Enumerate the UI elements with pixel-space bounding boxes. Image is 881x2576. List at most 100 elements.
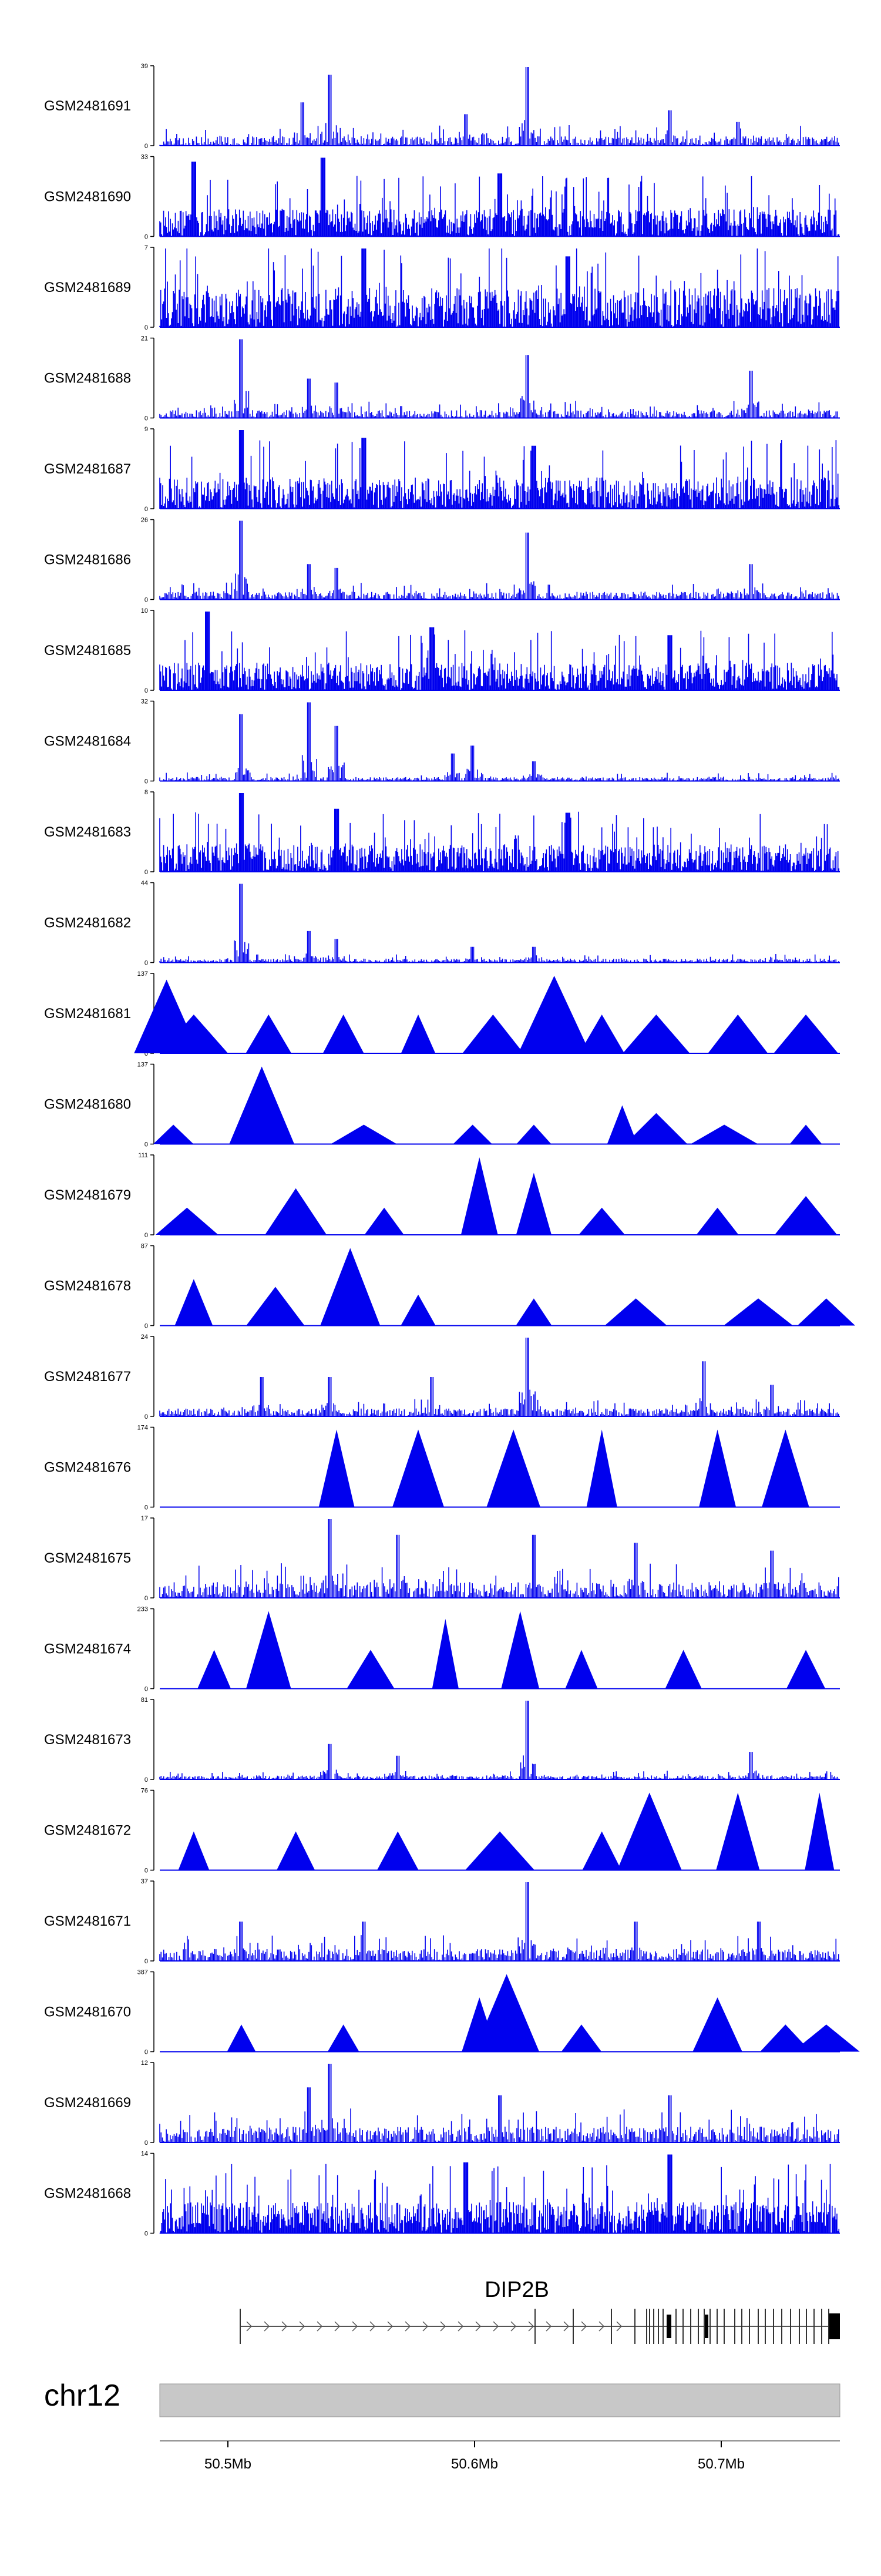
track-label: GSM2481677 xyxy=(44,1369,131,1385)
signal-peak xyxy=(322,1015,364,1053)
signal-bars xyxy=(159,1519,839,1598)
y-axis-max-label: 10 xyxy=(141,607,148,614)
track-label: GSM2481670 xyxy=(44,2004,131,2020)
signal-peak xyxy=(159,1015,228,1053)
track-GSM2481679: GSM2481679 111 0 xyxy=(44,1152,840,1239)
gene-exon xyxy=(534,2309,536,2344)
y-axis-min-label: 0 xyxy=(144,597,148,604)
chromosome-ideogram: chr12 xyxy=(44,2379,840,2417)
signal-peak xyxy=(797,1298,856,1326)
track-label: GSM2481684 xyxy=(44,734,131,750)
y-axis-max-label: 81 xyxy=(141,1697,148,1704)
track-label: GSM2481679 xyxy=(44,1187,131,1203)
gene-exon xyxy=(709,2309,711,2344)
track-GSM2481681: GSM2481681 137 0 xyxy=(44,970,840,1057)
track-label: GSM2481689 xyxy=(44,280,131,295)
track-label: GSM2481682 xyxy=(44,915,131,931)
signal-bars xyxy=(159,1882,839,1961)
y-axis-min-label: 0 xyxy=(144,415,148,422)
signal-peak xyxy=(227,2024,256,2052)
gene-exon xyxy=(634,2309,635,2344)
strand-arrow-icon xyxy=(246,2321,253,2332)
strand-arrow-icon xyxy=(598,2321,605,2332)
y-axis-min-label: 0 xyxy=(144,1686,148,1693)
signal-peak xyxy=(392,1429,444,1507)
track-GSM2481668: GSM2481668 14 0 xyxy=(44,2151,840,2238)
signal-peak xyxy=(153,1124,194,1144)
gene-exon xyxy=(649,2309,650,2344)
gene-exon xyxy=(806,2309,807,2344)
track-label: GSM2481687 xyxy=(44,461,131,477)
signal-peak xyxy=(692,1997,742,2052)
y-axis-min-label: 0 xyxy=(144,1776,148,1784)
strand-arrow-icon xyxy=(581,2321,587,2332)
track-GSM2481689: GSM2481689 7 0 xyxy=(44,244,840,331)
y-axis-max-label: 111 xyxy=(138,1152,148,1159)
signal-peak xyxy=(155,1207,218,1235)
strand-arrow-icon xyxy=(510,2321,517,2332)
signal-bars xyxy=(159,793,840,872)
signal-bars xyxy=(159,1338,839,1416)
signal-bars xyxy=(159,2064,839,2142)
track-GSM2481675: GSM2481675 17 0 xyxy=(44,1515,840,1602)
signal-peak xyxy=(174,1279,213,1326)
gene-model-dip2b: DIP2B xyxy=(240,2278,840,2344)
track-GSM2481676: GSM2481676 174 0 xyxy=(44,1425,840,1512)
y-axis-max-label: 7 xyxy=(144,244,148,251)
y-axis-max-label: 17 xyxy=(141,1515,148,1522)
strand-arrow-icon xyxy=(317,2321,323,2332)
signal-peak xyxy=(792,2024,860,2052)
signal-peak xyxy=(178,1831,210,1870)
y-axis-max-label: 76 xyxy=(141,1788,148,1795)
signal-peak xyxy=(665,1650,702,1689)
signal-bars xyxy=(159,430,840,509)
signal-peak xyxy=(320,1248,381,1326)
signal-bars xyxy=(159,339,839,418)
signal-peak xyxy=(453,1124,492,1144)
gene-exon xyxy=(799,2309,800,2344)
strand-arrow-icon xyxy=(352,2321,358,2332)
signal-peak xyxy=(516,1298,552,1326)
signal-peak xyxy=(486,1429,540,1507)
y-axis-min-label: 0 xyxy=(144,1868,148,1875)
signal-peak xyxy=(786,1650,826,1689)
signal-peak xyxy=(690,1124,758,1144)
signal-peak xyxy=(708,1015,768,1053)
strand-arrow-icon xyxy=(281,2321,288,2332)
strand-arrow-icon xyxy=(440,2321,446,2332)
signal-tracks: GSM2481691390GSM2481690330GSM248168970GS… xyxy=(44,63,860,2238)
gene-exon xyxy=(704,2309,705,2344)
gene-exon xyxy=(765,2309,766,2344)
gene-exon xyxy=(724,2309,725,2344)
y-axis-min-label: 0 xyxy=(144,324,148,331)
signal-peak xyxy=(462,1015,524,1053)
y-axis-max-label: 137 xyxy=(137,970,148,978)
y-axis-min-label: 0 xyxy=(144,778,148,785)
track-GSM2481684: GSM2481684 32 0 xyxy=(44,698,840,785)
y-axis-max-label: 387 xyxy=(137,1969,148,1976)
track-GSM2481686: GSM2481686 26 0 xyxy=(44,517,840,604)
y-axis-min-label: 0 xyxy=(144,1958,148,1965)
y-axis-max-label: 44 xyxy=(141,880,148,887)
gene-exon xyxy=(828,2309,829,2344)
y-axis-max-label: 39 xyxy=(141,63,148,70)
y-axis-max-label: 9 xyxy=(144,426,148,433)
y-axis-min-label: 0 xyxy=(144,1413,148,1420)
strand-arrow-icon xyxy=(334,2321,341,2332)
signal-peak xyxy=(474,1974,540,2052)
track-label: GSM2481685 xyxy=(44,643,131,659)
signal-peak xyxy=(699,1429,737,1507)
signal-bars xyxy=(159,67,839,146)
signal-peak xyxy=(347,1650,395,1689)
signal-peak xyxy=(518,976,590,1053)
y-axis-min-label: 0 xyxy=(144,1595,148,1602)
track-label: GSM2481668 xyxy=(44,2186,131,2202)
strand-arrow-icon xyxy=(264,2321,270,2332)
signal-bars xyxy=(159,884,839,963)
gene-label: DIP2B xyxy=(485,2278,549,2302)
strand-arrow-icon xyxy=(616,2321,623,2332)
signal-bars xyxy=(159,1701,839,1779)
gene-exon xyxy=(690,2309,691,2344)
chromosome-label: chr12 xyxy=(44,2379,120,2413)
track-GSM2481682: GSM2481682 44 0 xyxy=(44,880,840,967)
